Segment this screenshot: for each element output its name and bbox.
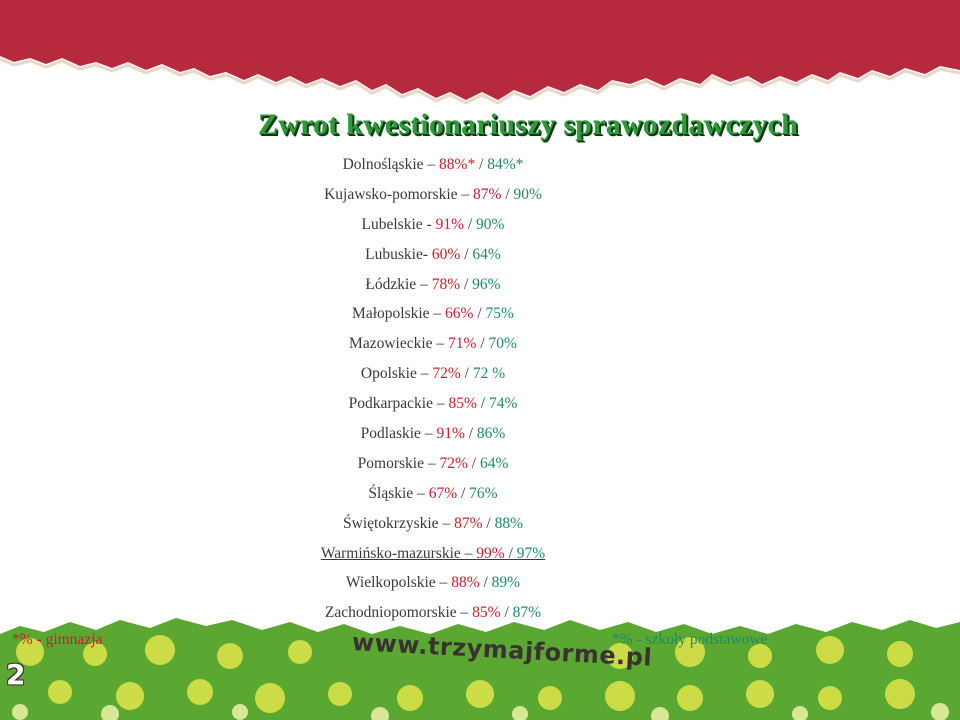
separator: / (460, 365, 473, 383)
region-row: Warmińsko-mazurskie – 99% / 97% (0, 539, 866, 569)
region-name: Podkarpackie – (348, 395, 445, 413)
region-name: Pomorskie – (357, 454, 436, 472)
podstawowe-percent: 72 % (472, 365, 506, 383)
gimnazja-percent: 71% (448, 335, 477, 353)
page-title: Zwrot kwestionariuszy sprawozdawczych (257, 108, 799, 141)
region-row: Kujawsko-pomorskie – 87% / 90% (0, 180, 866, 210)
region-name: Śląskie – (368, 484, 425, 502)
region-row: Pomorskie – 72% / 64% (0, 449, 866, 479)
region-name: Małopolskie – (352, 305, 442, 323)
podstawowe-percent: 64% (479, 454, 509, 472)
region-name: Lubuskie- (365, 245, 429, 263)
gimnazja-percent: 88% (451, 574, 480, 592)
region-row: Wielkopolskie – 88% / 89% (0, 568, 866, 598)
podstawowe-percent: 87% (512, 604, 542, 622)
podstawowe-percent: 90% (513, 185, 542, 203)
region-row: Zachodniopomorskie – 85% / 87% (0, 598, 866, 628)
separator: / (475, 156, 488, 173)
separator: / (501, 185, 514, 203)
separator: / (460, 275, 473, 293)
podstawowe-percent: 70% (488, 335, 517, 353)
gimnazja-percent: 66% (445, 305, 474, 323)
region-name: Warmińsko-mazurskie – (320, 544, 473, 562)
gimnazja-percent: 67% (428, 484, 458, 502)
region-row: Małopolskie – 66% / 75% (0, 299, 866, 329)
gimnazja-percent: 91% (435, 215, 464, 233)
region-name: Łódzkie – (365, 275, 428, 293)
podstawowe-percent: 88% (494, 514, 523, 532)
podstawowe-percent: 64% (472, 245, 501, 263)
separator: / (500, 604, 513, 622)
separator: / (457, 484, 470, 502)
podstawowe-percent: 74% (488, 395, 518, 413)
podstawowe-percent: 86% (476, 425, 506, 443)
separator: / (476, 395, 489, 413)
separator: / (460, 245, 473, 263)
separator: / (479, 574, 492, 592)
region-name: Wielkopolskie – (345, 574, 448, 592)
gimnazja-percent: 88%* (439, 156, 476, 173)
region-row: Opolskie – 72% / 72 % (0, 359, 866, 389)
region-name: Kujawsko-pomorskie – (324, 185, 470, 203)
footer-banner (0, 618, 960, 720)
header-red-shape (0, 0, 960, 100)
separator: / (482, 514, 495, 532)
gimnazja-percent: 60% (431, 245, 461, 263)
podstawowe-percent: 76% (469, 484, 498, 502)
podstawowe-percent: 89% (491, 574, 521, 592)
region-row: Lubuskie- 60% / 64% (0, 240, 866, 270)
footnote-podstawowe: *% - szkoły podstawowe (612, 631, 768, 648)
gimnazja-percent: 72% (439, 454, 468, 472)
region-row: Mazowieckie – 71% / 70% (0, 329, 866, 359)
header-banner (0, 0, 960, 105)
separator: / (467, 454, 480, 472)
region-row: Świętokrzyskie – 87% / 88% (0, 509, 866, 539)
podstawowe-percent: 90% (476, 215, 505, 233)
region-row: Dolnośląskie – 88%* / 84%* (0, 150, 866, 180)
region-name: Mazowieckie – (349, 335, 445, 353)
region-name: Opolskie – (360, 365, 429, 383)
podstawowe-percent: 96% (472, 275, 501, 293)
gimnazja-percent: 85% (472, 604, 501, 622)
page-number: 2 (6, 658, 26, 691)
footer-dots (16, 635, 915, 713)
gimnazja-percent: 78% (431, 275, 461, 293)
podstawowe-percent: 75% (485, 305, 514, 323)
region-row: Śląskie – 67% / 76% (0, 479, 866, 509)
footer-light-dots (12, 703, 949, 720)
region-name: Podlaskie – (360, 425, 433, 443)
gimnazja-percent: 85% (448, 395, 477, 413)
gimnazja-percent: 87% (454, 514, 483, 532)
header-edge-shadow (0, 57, 960, 105)
separator: / (504, 544, 517, 562)
separator: / (464, 425, 477, 443)
podstawowe-percent: 84%* (487, 156, 524, 173)
region-row: Łódzkie – 78% / 96% (0, 270, 866, 300)
gimnazja-percent: 99% (476, 544, 505, 562)
region-name: Świętokrzyskie – (343, 514, 451, 532)
footer-green-shape (0, 618, 960, 720)
footnote-gimnazja: *% - gimnazja (12, 631, 103, 648)
region-list: Dolnośląskie – 88%* / 84%* Kujawsko-pomor… (0, 150, 866, 628)
gimnazja-percent: 87% (473, 185, 502, 203)
region-name: Dolnośląskie – (342, 156, 436, 173)
region-name: Zachodniopomorskie – (324, 604, 469, 622)
region-row: Podlaskie – 91% / 86% (0, 419, 866, 449)
gimnazja-percent: 91% (436, 425, 465, 443)
podstawowe-percent: 97% (516, 544, 546, 562)
region-row: Podkarpackie – 85% / 74% (0, 389, 866, 419)
region-row: Lubelskie - 91% / 90% (0, 210, 866, 240)
region-name: Lubelskie - (361, 215, 432, 233)
separator: / (476, 335, 489, 353)
gimnazja-percent: 72% (432, 365, 461, 383)
separator: / (473, 305, 486, 323)
separator: / (463, 215, 477, 233)
